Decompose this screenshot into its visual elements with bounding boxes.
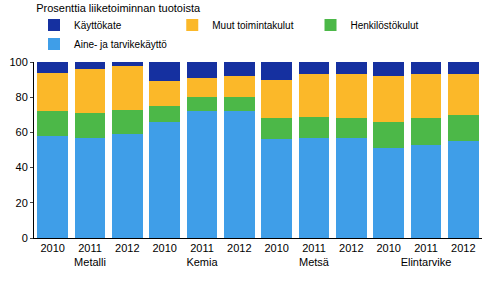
svg-text:Käyttökate: Käyttökate	[74, 20, 122, 31]
svg-text:60: 60	[16, 126, 28, 138]
svg-text:80: 80	[16, 91, 28, 103]
svg-text:2011: 2011	[190, 242, 214, 254]
svg-text:2012: 2012	[227, 242, 251, 254]
svg-text:Aine- ja tarvikekäyttö: Aine- ja tarvikekäyttö	[74, 39, 167, 50]
svg-text:2010: 2010	[264, 242, 288, 254]
svg-text:2010: 2010	[40, 242, 64, 254]
svg-text:Henkilöstökulut: Henkilöstökulut	[351, 20, 419, 31]
svg-text:100: 100	[9, 56, 27, 68]
svg-text:0: 0	[22, 232, 28, 244]
svg-text:2010: 2010	[376, 242, 400, 254]
svg-text:2010: 2010	[152, 242, 176, 254]
svg-text:2012: 2012	[451, 242, 475, 254]
svg-text:Muut toimintakulut: Muut toimintakulut	[212, 20, 293, 31]
svg-text:2011: 2011	[78, 242, 102, 254]
svg-text:20: 20	[16, 197, 28, 209]
svg-text:Elintarvike: Elintarvike	[401, 256, 452, 268]
svg-text:Metalli: Metalli	[74, 256, 106, 268]
svg-text:40: 40	[16, 161, 28, 173]
svg-text:2011: 2011	[414, 242, 438, 254]
svg-text:Kemia: Kemia	[186, 256, 218, 268]
svg-text:2012: 2012	[339, 242, 363, 254]
svg-text:2012: 2012	[115, 242, 139, 254]
svg-text:Prosenttia liiketoiminnan tuot: Prosenttia liiketoiminnan tuotoista	[36, 2, 201, 14]
svg-text:Metsä: Metsä	[299, 256, 330, 268]
svg-text:2011: 2011	[302, 242, 326, 254]
